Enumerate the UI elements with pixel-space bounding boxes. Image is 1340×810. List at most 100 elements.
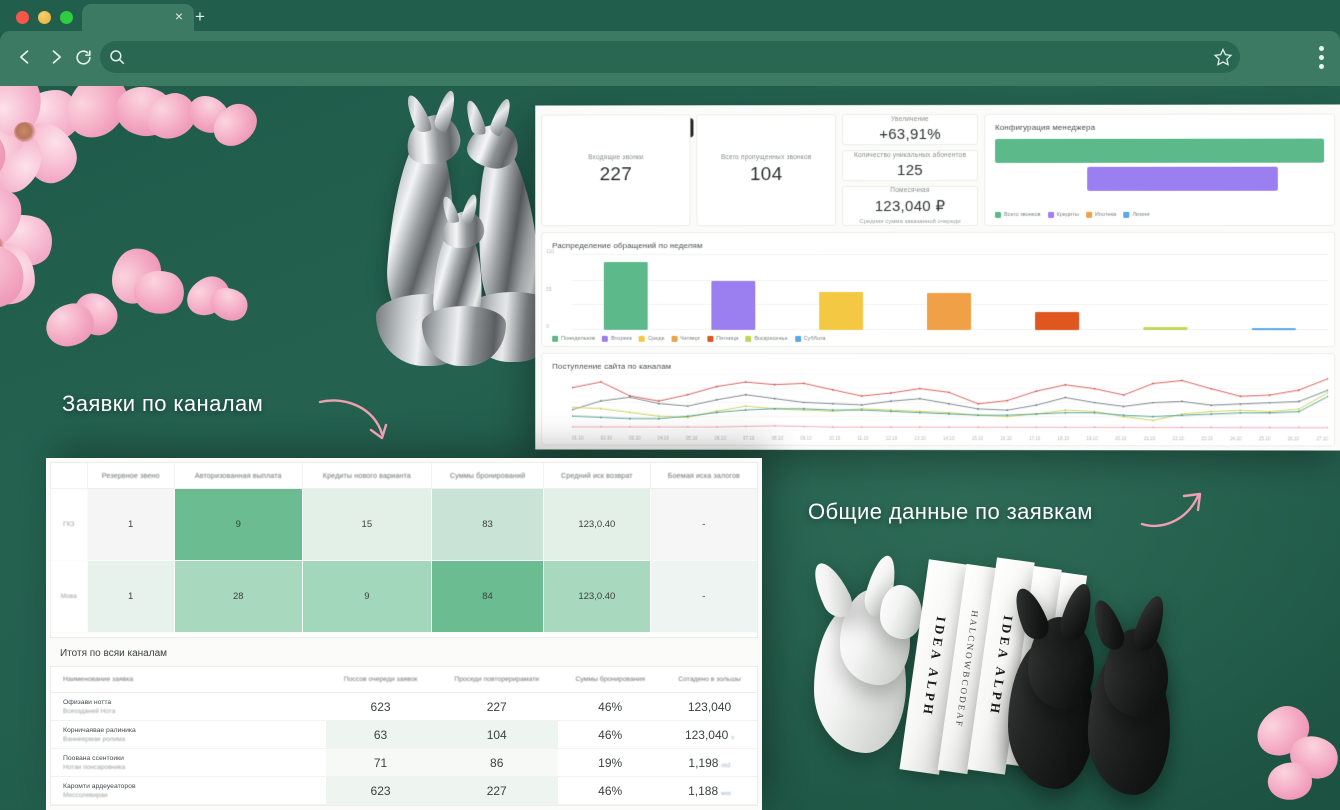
- table-header-row: Резервное звено Авторизованная выплата Кре…: [51, 463, 757, 489]
- line-chart-panel[interactable]: Поступление сайта по каналам 01.10 02.10 0…: [541, 352, 1336, 447]
- heatmap-cell[interactable]: 123,0.40: [542, 488, 651, 561]
- kebab-menu-icon[interactable]: [1313, 40, 1329, 74]
- legend-label: Вторник: [611, 335, 632, 342]
- cherry-blossom-decoration-br: [1248, 690, 1340, 810]
- x-axis-tick: 03.10: [629, 435, 641, 441]
- kpi-value: +63,91%: [879, 125, 941, 144]
- kpi-card-monthly-sum[interactable]: Помесячная 123,040 ₽ Средняя сумма заказ…: [842, 185, 979, 227]
- table-row[interactable]: Офизави нотта Всеозданей Нота 623 227 46% 123…: [51, 692, 757, 721]
- column-header[interactable]: Боемая иска залогов: [649, 463, 757, 489]
- bar[interactable]: [1035, 312, 1079, 331]
- column-header[interactable]: Поссов очереди заявок: [326, 667, 436, 693]
- maximize-window-button[interactable]: [60, 11, 73, 24]
- star-icon[interactable]: [1213, 47, 1233, 67]
- heatmap-table-wrapper: Резервное звено Авторизованная выплата Кре…: [50, 462, 758, 638]
- data-cell: 71: [326, 748, 436, 777]
- legend-item[interactable]: Пятница: [707, 335, 739, 342]
- column-header[interactable]: Сотадено в зольшы: [662, 667, 757, 693]
- bar[interactable]: [1252, 328, 1296, 331]
- heatmap-cell[interactable]: -: [649, 488, 757, 561]
- table-row[interactable]: ГКЗ 1 9 15 83 123,0.40-: [51, 488, 757, 561]
- bar[interactable]: [711, 280, 755, 330]
- column-header[interactable]: Суммы бронирований: [431, 463, 544, 489]
- data-cell: 623: [326, 692, 436, 721]
- tab-strip: × +: [0, 0, 1340, 34]
- column-header[interactable]: Суммы бронирования: [558, 667, 663, 693]
- totals-table[interactable]: Наименование заявка Поссов очереди заявок…: [51, 667, 757, 805]
- hbar-chart-panel[interactable]: Конфигурация менеджера Всего звонков Кре…: [984, 113, 1336, 226]
- x-axis-tick: 14.10: [942, 436, 955, 442]
- column-header[interactable]: [51, 463, 87, 489]
- kpi-label: Входящие звонки: [588, 154, 644, 162]
- dashboard-bottom-panel: Резервное звено Авторизованная выплата Кре…: [46, 458, 762, 810]
- heatmap-table[interactable]: Резервное звено Авторизованная выплата Кре…: [51, 463, 757, 633]
- back-arrow-icon[interactable]: [12, 44, 38, 70]
- data-cell: 63: [326, 720, 436, 749]
- column-header[interactable]: Резервное звено: [86, 463, 175, 489]
- heatmap-cell[interactable]: 84: [431, 560, 544, 633]
- browser-tab[interactable]: [82, 4, 194, 34]
- address-bar[interactable]: [100, 41, 1240, 73]
- legend-item[interactable]: Воскресенье: [745, 335, 788, 342]
- column-header[interactable]: Авторизованная выплата: [173, 463, 303, 489]
- x-axis-tick: 24.10: [1230, 436, 1242, 442]
- close-window-button[interactable]: [16, 11, 29, 24]
- data-cell: 86: [435, 748, 559, 777]
- bar[interactable]: [1143, 326, 1188, 331]
- bar[interactable]: [604, 261, 648, 330]
- legend-item[interactable]: Суббота: [794, 335, 826, 342]
- bar-chart-panel[interactable]: Распределение обращений по неделям 0 55 11…: [541, 231, 1336, 348]
- y-axis-tick: 55: [546, 286, 552, 293]
- legend-label: Всего звонков: [1004, 211, 1041, 218]
- heatmap-cell[interactable]: 9: [301, 560, 432, 633]
- new-tab-icon[interactable]: +: [195, 7, 205, 26]
- window-controls[interactable]: [16, 11, 73, 24]
- minimize-window-button[interactable]: [38, 11, 51, 24]
- reload-icon[interactable]: [70, 44, 96, 70]
- bar-chart-plot: 0 55 110: [546, 249, 1329, 331]
- heatmap-cell[interactable]: 83: [431, 488, 544, 561]
- heatmap-cell[interactable]: 123,0.40: [542, 560, 651, 633]
- row-name-primary: Офизави нотта: [63, 698, 112, 706]
- column-header[interactable]: Наименование заявка: [51, 667, 326, 693]
- cell-suffix: оо2: [721, 762, 731, 769]
- kpi-card-unique-subscribers[interactable]: Количество уникальных абонентов 125: [842, 149, 979, 182]
- line-chart-title: Поступление сайта по каналам: [552, 361, 672, 371]
- table-header-row: Наименование заявка Поссов очереди заявок…: [51, 667, 757, 693]
- heatmap-cell[interactable]: 1: [86, 560, 175, 633]
- kpi-card-growth[interactable]: Увеличение +63,91%: [842, 113, 979, 146]
- legend-item[interactable]: Четверг: [671, 335, 701, 342]
- column-header[interactable]: Средний иск возврат: [542, 463, 651, 489]
- legend-item[interactable]: Вторник: [602, 335, 632, 342]
- row-name-primary: Корничаявае ралиника: [63, 726, 136, 734]
- legend-label: Понедельник: [561, 335, 596, 342]
- close-tab-icon[interactable]: ×: [174, 8, 184, 24]
- legend-item[interactable]: Среда: [638, 335, 664, 342]
- heatmap-cell[interactable]: 1: [86, 488, 175, 561]
- forward-arrow-icon[interactable]: [43, 44, 69, 70]
- table-row[interactable]: Каромти ардеуеаторов Мессолевираи 623 227 46…: [51, 776, 757, 805]
- table-row[interactable]: Мова 1 28 9 84 123,0.40-: [51, 560, 757, 633]
- legend-item[interactable]: Понедельник: [552, 335, 596, 342]
- y-axis-tick: 0: [546, 323, 549, 330]
- column-header[interactable]: Проседи повторерирамати: [435, 667, 559, 693]
- x-axis-tick: 15.10: [971, 436, 984, 442]
- table-row[interactable]: Корничаявае ралиника Ваннеермае ролима 63 1…: [51, 720, 757, 749]
- row-name-cell: Корничаявае ралиника Ваннеермае ролима: [51, 720, 326, 749]
- browser-chrome: × +: [0, 0, 1340, 86]
- table-row[interactable]: Поована ссентоики Нотаи понсаровника 71 86 1…: [51, 748, 757, 777]
- data-cell: 1,188 wos: [662, 776, 757, 805]
- bar-chart-legend: Понедельник Вторник Среда Четверг Пятница Вос…: [552, 335, 826, 342]
- kpi-label: Количество уникальных абонентов: [853, 151, 967, 160]
- bar[interactable]: [819, 291, 863, 330]
- kpi-card-incoming-calls[interactable]: Входящие звонки 227: [541, 114, 691, 227]
- heatmap-cell[interactable]: 15: [301, 488, 432, 561]
- column-header[interactable]: Кредиты нового варианта: [301, 463, 432, 489]
- heatmap-cell[interactable]: -: [649, 560, 757, 633]
- heatmap-cell[interactable]: 28: [173, 560, 303, 633]
- heatmap-cell[interactable]: 9: [173, 488, 303, 561]
- kpi-card-missed-calls[interactable]: Всего пропущенных звонков 104: [696, 114, 837, 227]
- legend-label: Суббота: [803, 335, 826, 342]
- bar[interactable]: [927, 293, 971, 331]
